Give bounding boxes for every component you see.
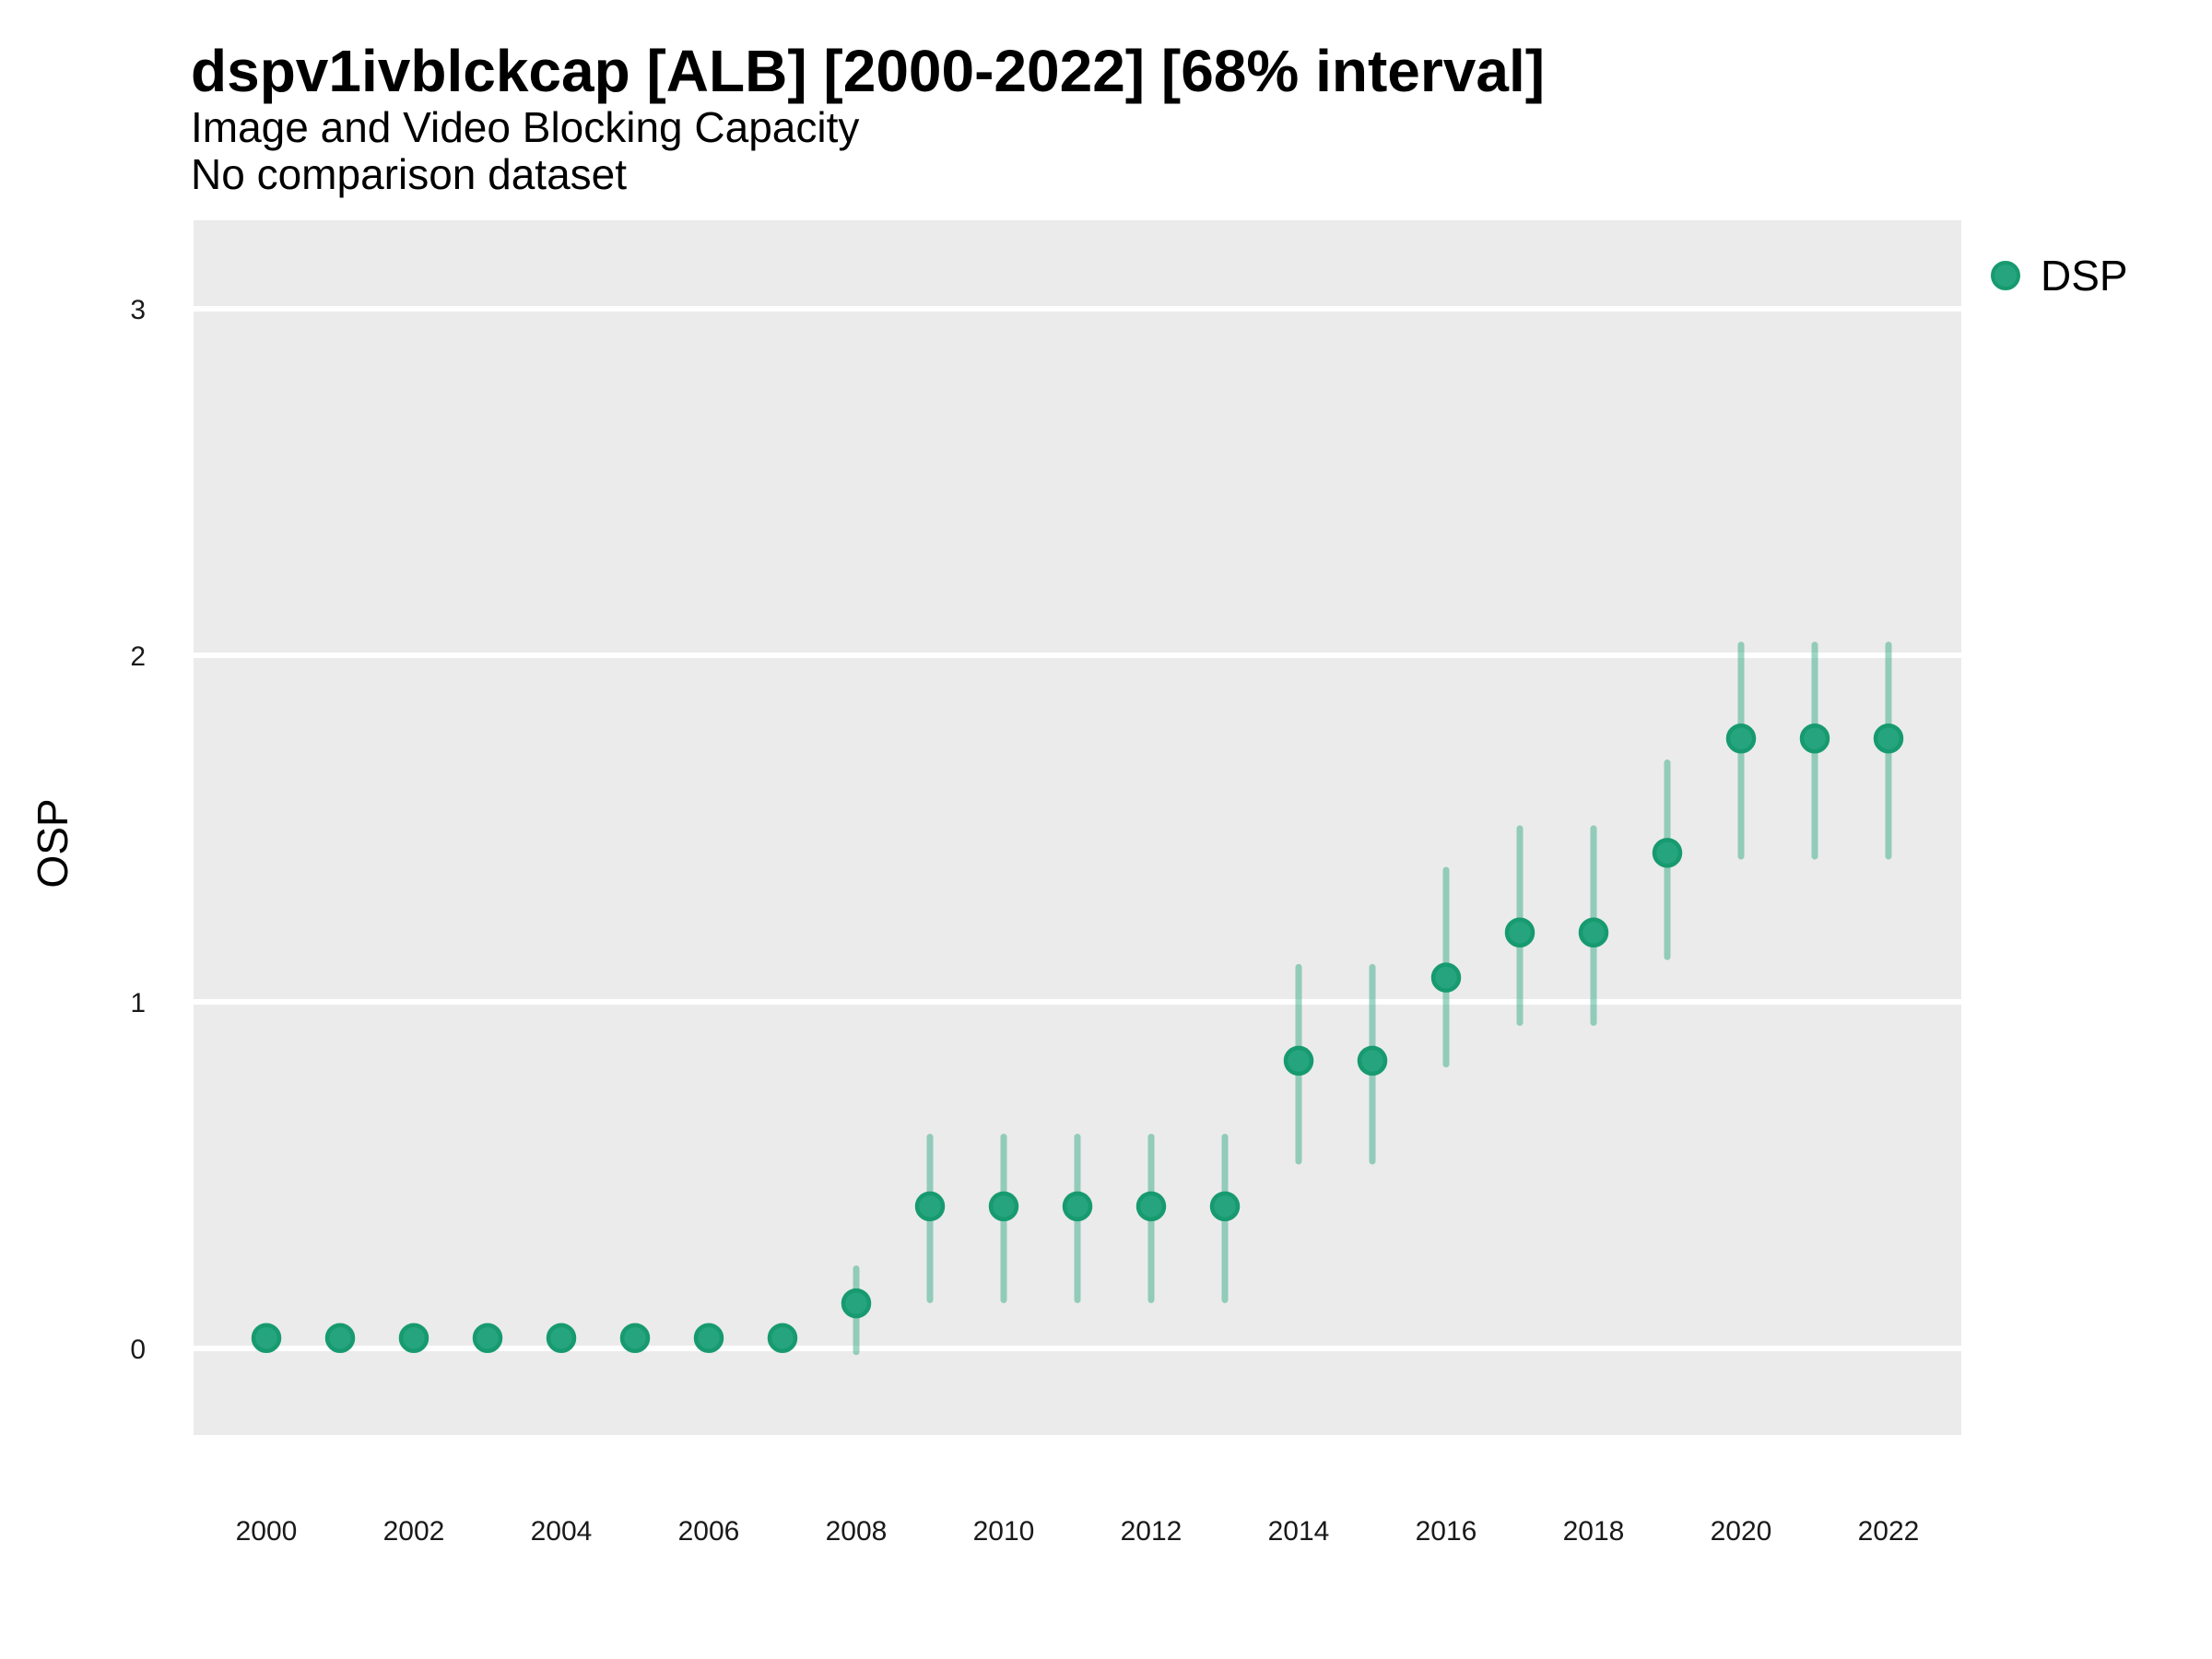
y-axis-title: OSP	[29, 798, 76, 888]
data-point-2004	[546, 1323, 577, 1353]
data-point-2017	[1504, 917, 1535, 948]
data-point-2018	[1578, 917, 1609, 948]
data-point-2020	[1725, 723, 1757, 754]
data-point-2008	[841, 1288, 872, 1319]
data-point-2011	[1062, 1191, 1093, 1222]
data-point-2001	[324, 1323, 356, 1353]
data-point-2013	[1209, 1191, 1241, 1222]
plot-subtitle: Image and Video Blocking Capacity	[191, 103, 860, 151]
data-point-2022	[1873, 723, 1904, 754]
x-tick-label-2000: 2000	[236, 1516, 298, 1547]
legend-label: DSP	[2041, 252, 2128, 300]
x-tick-label-2014: 2014	[1268, 1516, 1330, 1547]
legend: DSP	[1991, 250, 2128, 301]
x-tick-label-2022: 2022	[1858, 1516, 1920, 1547]
x-tick-label-2008: 2008	[826, 1516, 888, 1547]
data-point-2007	[767, 1323, 798, 1353]
data-point-2006	[693, 1323, 724, 1353]
x-tick-label-2018: 2018	[1563, 1516, 1625, 1547]
data-point-2000	[251, 1323, 282, 1353]
y-tick-label-3: 3	[130, 295, 146, 325]
data-point-2003	[472, 1323, 503, 1353]
x-tick-label-2006: 2006	[678, 1516, 740, 1547]
data-point-2005	[619, 1323, 651, 1353]
y-tick-label-2: 2	[130, 641, 146, 672]
x-tick-label-2004: 2004	[531, 1516, 593, 1547]
x-tick-label-2016: 2016	[1416, 1516, 1477, 1547]
data-point-2009	[914, 1191, 946, 1222]
plot-note: No comparison dataset	[191, 150, 628, 198]
plot-panel	[194, 220, 1961, 1435]
y-tick-label-0: 0	[130, 1335, 146, 1365]
x-tick-label-2020: 2020	[1711, 1516, 1772, 1547]
x-tick-label-2002: 2002	[383, 1516, 445, 1547]
data-point-2021	[1799, 723, 1830, 754]
legend-point-icon	[1991, 261, 2020, 290]
data-point-2015	[1357, 1045, 1388, 1077]
y-tick-label-1: 1	[130, 988, 146, 1018]
data-point-2012	[1135, 1191, 1167, 1222]
x-tick-label-2010: 2010	[973, 1516, 1035, 1547]
data-point-2010	[988, 1191, 1019, 1222]
data-point-2014	[1283, 1045, 1314, 1077]
plot-title: dspv1ivblckcap [ALB] [2000-2022] [68% in…	[191, 38, 1546, 104]
data-point-2016	[1430, 962, 1462, 993]
data-point-2019	[1652, 838, 1683, 868]
data-point-2002	[398, 1323, 429, 1353]
x-tick-label-2012: 2012	[1121, 1516, 1182, 1547]
